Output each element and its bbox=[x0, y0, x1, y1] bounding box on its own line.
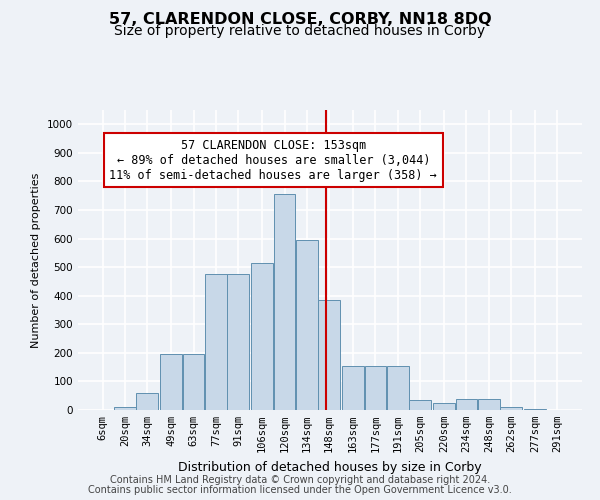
Bar bbox=[227, 274, 249, 410]
Bar bbox=[296, 240, 318, 410]
Bar bbox=[160, 354, 182, 410]
Text: Contains public sector information licensed under the Open Government Licence v3: Contains public sector information licen… bbox=[88, 485, 512, 495]
Bar bbox=[274, 194, 295, 410]
Text: Size of property relative to detached houses in Corby: Size of property relative to detached ho… bbox=[115, 24, 485, 38]
Bar bbox=[409, 400, 431, 410]
Bar bbox=[387, 366, 409, 410]
Bar bbox=[182, 354, 205, 410]
Text: Contains HM Land Registry data © Crown copyright and database right 2024.: Contains HM Land Registry data © Crown c… bbox=[110, 475, 490, 485]
Bar bbox=[136, 393, 158, 410]
Bar bbox=[318, 300, 340, 410]
Bar bbox=[455, 398, 478, 410]
Y-axis label: Number of detached properties: Number of detached properties bbox=[31, 172, 41, 348]
Bar bbox=[342, 366, 364, 410]
Text: 57 CLARENDON CLOSE: 153sqm
← 89% of detached houses are smaller (3,044)
11% of s: 57 CLARENDON CLOSE: 153sqm ← 89% of deta… bbox=[109, 138, 437, 182]
Bar bbox=[478, 398, 500, 410]
Bar bbox=[524, 408, 546, 410]
Bar bbox=[365, 366, 386, 410]
Bar bbox=[251, 263, 273, 410]
X-axis label: Distribution of detached houses by size in Corby: Distribution of detached houses by size … bbox=[178, 460, 482, 473]
Bar bbox=[205, 274, 227, 410]
Bar bbox=[500, 407, 522, 410]
Bar bbox=[114, 407, 136, 410]
Text: 57, CLARENDON CLOSE, CORBY, NN18 8DQ: 57, CLARENDON CLOSE, CORBY, NN18 8DQ bbox=[109, 12, 491, 28]
Bar bbox=[433, 403, 455, 410]
